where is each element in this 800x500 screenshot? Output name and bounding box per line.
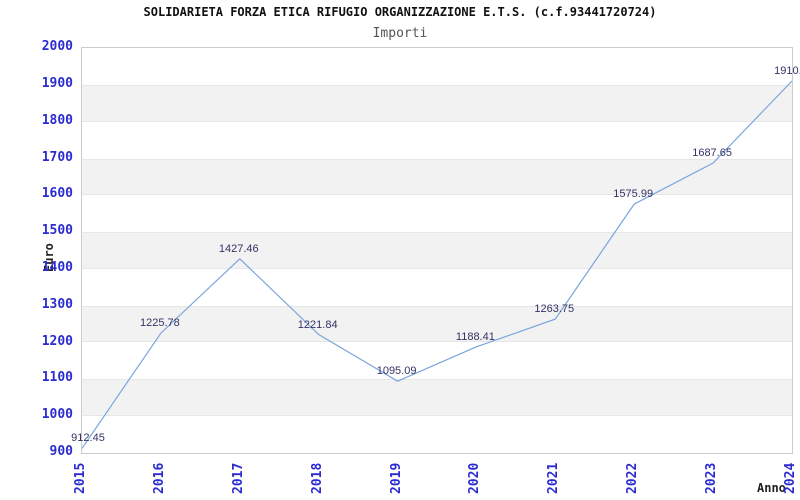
y-tick-label: 900 xyxy=(49,444,73,459)
data-point-label: 1225.78 xyxy=(140,317,180,330)
y-tick-label: 1800 xyxy=(41,112,73,128)
y-tick-label: 1200 xyxy=(41,333,73,349)
x-tick-label: 2018 xyxy=(309,462,325,494)
x-tick-label: 2015 xyxy=(73,462,88,494)
chart-title: SOLIDARIETA FORZA ETICA RIFUGIO ORGANIZZ… xyxy=(143,5,657,19)
y-tick-label: 1100 xyxy=(41,370,73,386)
x-tick-label: 2019 xyxy=(388,462,404,494)
grid-band xyxy=(82,158,792,196)
y-tick-label: 1000 xyxy=(41,407,73,423)
data-point-label: 1263.75 xyxy=(534,303,575,316)
x-tick-label: 2024 xyxy=(783,462,798,494)
x-tick-label: 2020 xyxy=(467,462,483,494)
data-point-label: 912.45 xyxy=(71,432,105,445)
grid-band xyxy=(82,379,792,417)
x-tick-label: 2017 xyxy=(230,462,246,494)
grid-band xyxy=(82,84,792,122)
data-point-label: 1095.09 xyxy=(376,365,417,378)
data-point-label: 1575.99 xyxy=(613,188,654,201)
chart-subtitle: Importi xyxy=(372,26,428,41)
y-tick-label: 1700 xyxy=(41,149,73,165)
data-point-label: 1427.46 xyxy=(218,242,259,255)
y-tick-label: 1300 xyxy=(41,296,73,312)
plot-area xyxy=(81,47,793,454)
data-point-label: 1188.41 xyxy=(455,330,495,343)
y-tick-label: 1500 xyxy=(41,223,73,239)
y-tick-label: 1400 xyxy=(41,259,73,275)
y-tick-label: 1900 xyxy=(41,75,73,91)
line-series xyxy=(82,80,792,449)
line-path xyxy=(82,80,792,449)
data-point-label: 1221.84 xyxy=(297,318,338,331)
y-tick-label: 2000 xyxy=(41,39,73,54)
x-tick-label: 2023 xyxy=(704,462,720,494)
y-tick-label: 1600 xyxy=(41,186,73,202)
x-tick-label: 2021 xyxy=(546,462,562,494)
x-axis-title: Anno xyxy=(757,481,786,495)
data-point-label: 1910.3 xyxy=(774,65,800,77)
x-tick-label: 2016 xyxy=(151,462,167,494)
data-point-label: 1687.65 xyxy=(692,147,732,159)
x-tick-label: 2022 xyxy=(625,462,641,494)
grid-band xyxy=(82,305,792,343)
grid-band xyxy=(82,232,792,269)
